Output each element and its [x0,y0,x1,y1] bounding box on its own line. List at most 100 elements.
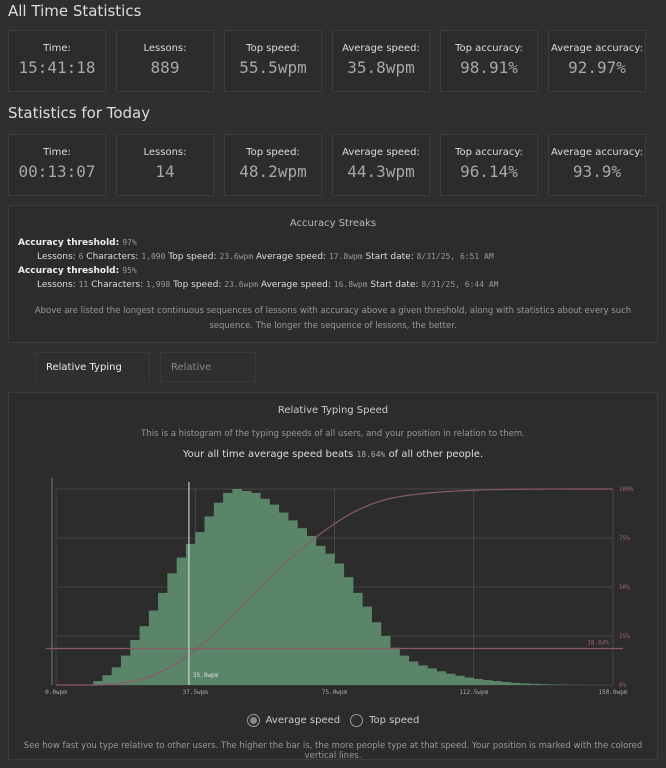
lessons-label: Lessons: [37,280,76,290]
histogram-bar [288,520,298,685]
stat-label: Lessons: [143,147,187,158]
characters-label: Characters: [86,252,139,262]
stat-value: 98.91% [460,58,518,77]
x-tick-label: 37.5wpm [183,689,209,696]
histogram-bar [130,639,140,685]
histogram-bar [148,610,159,685]
histogram-bar [260,498,270,685]
stat-value: 96.14% [460,162,518,181]
histogram-bar [371,622,382,685]
histogram-bar [241,490,252,685]
histogram-bar [538,684,549,685]
histogram-bar [520,683,530,685]
streak-threshold: Accuracy threshold: 97% [18,238,657,248]
panel-description: This is a histogram of the typing speeds… [141,429,525,439]
avg-speed-label: Average speed: [260,280,331,290]
marker-label: 35.8wpm [193,672,219,679]
streaks-note: Above are listed the longest continuous … [34,306,632,331]
radio-top-speed[interactable]: Top speed [350,714,419,727]
histogram-bar [315,545,326,685]
panel-title: Relative Typing Speed [277,405,389,416]
beats-suffix: of all other people. [388,449,484,460]
stat-time: Time: 15:41:18 [8,30,106,92]
radio-unchecked-icon[interactable] [350,714,364,727]
histogram-bar [232,489,242,685]
x-tick-label: 150.0wpm [599,689,628,696]
right-axis-tick-label: 100% [619,486,634,493]
characters-label: Characters: [91,280,144,290]
start-date-label: Start date: [370,280,419,290]
histogram-bar [158,592,168,685]
histogram-bar [223,492,233,685]
top-speed-value: 23.6wpm [219,252,254,261]
stat-label: Time: [43,147,71,158]
histogram-bar [102,675,112,685]
top-speed-value: 23.6wpm [224,280,258,289]
tab-relative-typing-speed[interactable]: Relative Typing Speed [35,352,150,403]
stat-value: 889 [150,58,180,77]
all-time-title: All Time Statistics [8,2,142,20]
stat-label: Top accuracy: [455,43,523,54]
histogram-bar [529,683,540,685]
today-title: Statistics for Today [8,104,151,122]
stat-label: Lessons: [143,43,187,54]
streaks-title: Accuracy Streaks [289,218,377,229]
threshold-value: 95% [122,266,137,275]
tab-relative-accuracy[interactable]: Relative Accuracy [160,352,256,403]
avg-speed-value: 16.8wpm [333,280,368,289]
stat-average-speed: Average speed: 44.3wpm [332,134,430,196]
beats-text: Your all time average speed beats 18.64%… [9,449,657,460]
stat-top-accuracy: Top accuracy: 98.91% [440,30,538,92]
stat-value: 92.97% [568,58,626,77]
histogram-bar [353,592,363,685]
stat-top-accuracy: Top accuracy: 96.14% [440,134,538,196]
histogram-bar [427,668,437,685]
stat-value: 93.9% [572,162,622,181]
stat-value: 44.3wpm [347,162,415,181]
histogram-bar [510,682,521,685]
stat-label: Top speed: [246,147,300,158]
beats-prefix: Your all time average speed beats [182,449,354,460]
histogram-bar [334,563,345,685]
x-tick-label: 112.5wpm [459,689,488,696]
histogram-bar [390,647,400,685]
stat-label: Average accuracy: [550,43,643,54]
stat-label: Top accuracy: [455,147,523,158]
stat-label: Average speed: [342,43,420,54]
threshold-label: Accuracy threshold: [18,266,120,276]
histogram-bar [445,673,456,685]
radio-label: Top speed [369,715,420,726]
histogram-bar [501,682,512,685]
right-axis-tick-label: 50% [619,584,630,591]
start-date-value: 8/31/25, 6:44 AM [421,280,499,289]
stat-value: 00:13:07 [18,162,96,181]
stat-top-speed: Top speed: 48.2wpm [224,134,322,196]
histogram-bar [464,677,475,685]
stat-label: Average speed: [342,147,420,158]
histogram-bar [418,665,428,685]
histogram-bar [204,516,215,685]
today-stats: Time: 00:13:07 Lessons: 14 Top speed: 48.2w… [8,134,646,196]
radio-checked-icon[interactable] [246,714,260,727]
avg-speed-value: 17.8wpm [328,252,363,261]
histogram-bar [455,675,465,685]
right-axis-tick-label: 25% [619,633,630,640]
histogram-bar [399,655,410,685]
start-date-value: 8/31/25, 6:51 AM [416,252,494,261]
radio-label: Average speed [265,715,341,726]
accuracy-streaks-panel: Accuracy Streaks Accuracy threshold: 97%… [8,205,658,343]
histogram-bar [195,532,205,685]
stat-value: 15:41:18 [18,58,96,77]
histogram-bar [436,671,447,685]
histogram-bar [343,577,354,685]
histogram-bar [492,681,502,685]
characters-value: 1,998 [146,280,171,289]
percentile-label: 18.64% [587,639,609,646]
stat-time: Time: 00:13:07 [8,134,106,196]
stat-top-speed: Top speed: 55.5wpm [224,30,322,92]
histogram-bar [408,661,419,685]
histogram-bar [380,636,391,685]
threshold-label: Accuracy threshold: [18,238,120,248]
streak-threshold: Accuracy threshold: 95% [18,266,657,276]
radio-average-speed[interactable]: Average speed [246,714,341,727]
